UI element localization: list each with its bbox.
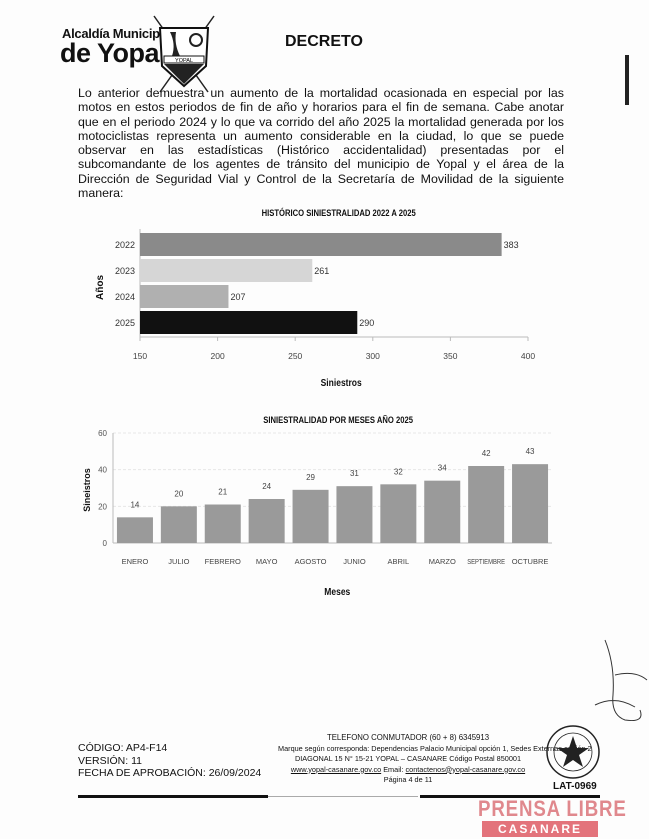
footer-page-number: Página 4 de 11 xyxy=(383,775,433,784)
chart1-tick-label: 250 xyxy=(288,351,302,361)
logo-line1: Alcaldía Municipal xyxy=(62,26,171,41)
body-paragraph: Lo anterior demuestra un aumento de la m… xyxy=(78,86,564,201)
chart2-data-label: 42 xyxy=(482,449,491,458)
shield-text: YOPAL xyxy=(175,58,193,64)
footer-phone: TELEFONO CONMUTADOR (60 + 8) 6345913 xyxy=(326,733,490,742)
chart1-data-label: 290 xyxy=(359,318,374,328)
chart1-tick-label: 400 xyxy=(521,351,535,361)
chart1-bar xyxy=(140,311,358,334)
chart2-category-label: SEPTIEMBRE xyxy=(467,557,505,566)
scan-margin-mark xyxy=(625,55,629,105)
chart2-tick-label: 60 xyxy=(98,429,107,438)
chart1-category-label: 2025 xyxy=(115,318,135,328)
chart2-bar xyxy=(380,484,417,543)
chart2-data-label: 43 xyxy=(526,447,535,456)
chart1-bar xyxy=(140,285,229,308)
footer-approval-date: FECHA DE APROBACIÓN: 26/09/2024 xyxy=(78,767,262,779)
chart1-category-label: 2022 xyxy=(115,240,135,250)
chart2-category-label: AGOSTO xyxy=(295,557,327,566)
chart2-data-label: 21 xyxy=(218,488,227,497)
signature-scribble xyxy=(594,639,648,721)
chart2-bar xyxy=(292,489,329,543)
footer-contact: TELEFONO CONMUTADOR (60 + 8) 6345913 Mar… xyxy=(278,733,592,786)
chart2-data-label: 29 xyxy=(306,473,315,482)
chart2-category-label: ABRIL xyxy=(388,557,410,566)
footer-address: DIAGONAL 15 N° 15-21 YOPAL – CASANARE Có… xyxy=(295,754,521,763)
footer-extensions: Marque según corresponda: Dependencias P… xyxy=(278,743,592,753)
footer-rule-mid xyxy=(268,796,418,797)
chart2-bar xyxy=(248,499,285,543)
chart2-xlabel: Meses xyxy=(324,587,351,598)
certification-seal-icon xyxy=(546,725,600,779)
chart2-category-label: FEBRERO xyxy=(205,557,241,566)
chart2-bar xyxy=(116,517,153,543)
coat-of-arms-icon: YOPAL xyxy=(153,15,215,93)
chart2-data-label: 31 xyxy=(350,469,359,478)
footer-meta: CÓDIGO: AP4-F14 VERSIÓN: 11 FECHA DE APR… xyxy=(78,742,261,780)
chart1-title: HISTÓRICO SINIESTRALIDAD 2022 A 2025 xyxy=(261,208,416,218)
logo-line2: de Yopal xyxy=(60,38,167,68)
chart2-data-label: 32 xyxy=(394,467,403,476)
chart1-tick-label: 300 xyxy=(366,351,380,361)
chart2-bar xyxy=(204,504,241,543)
footer-rule-right xyxy=(420,795,600,798)
chart1-tick-label: 150 xyxy=(133,351,147,361)
chart1-bar xyxy=(140,259,313,282)
chart2-bar xyxy=(424,480,461,543)
footer-email-link[interactable]: contactenos@yopal-casanare.gov.co xyxy=(405,764,526,774)
chart2-data-label: 20 xyxy=(174,489,183,498)
chart1-svg: 383 2022 261 2023 207 2024 290 2025 150 200 250 300… xyxy=(115,229,535,361)
footer-code: CÓDIGO: AP4-F14 xyxy=(78,742,168,754)
watermark-line2: CASANARE xyxy=(482,821,598,837)
chart2-bar xyxy=(160,506,197,543)
chart1-tick-label: 350 xyxy=(443,351,457,361)
chart2-data-label: 14 xyxy=(130,500,139,509)
chart2-category-label: MARZO xyxy=(429,557,456,566)
chart1-data-label: 383 xyxy=(504,240,519,250)
chart1-bar xyxy=(140,233,502,256)
chart2-category-label: MAYO xyxy=(256,557,278,566)
watermark-line1: PRENSA LIBRE xyxy=(478,796,627,821)
chart1-category-label: 2024 xyxy=(115,292,135,302)
footer-website-link[interactable]: www.yopal-casanare.gov.co xyxy=(290,764,382,774)
chart2-data-label: 24 xyxy=(262,482,271,491)
chart2-tick-label: 0 xyxy=(103,539,108,548)
footer-rule-left xyxy=(78,795,268,798)
chart1-tick-label: 200 xyxy=(211,351,225,361)
chart1-xlabel: Siniestros xyxy=(320,378,362,389)
chart2-bar xyxy=(468,466,505,543)
chart1-category-label: 2023 xyxy=(115,266,135,276)
chart2-category-label: ENERO xyxy=(122,557,149,566)
chart2-tick-label: 20 xyxy=(98,502,107,511)
chart2-data-label: 34 xyxy=(438,464,447,473)
footer-version: VERSIÓN: 11 xyxy=(78,754,142,767)
chart2-category-label: OCTUBRE xyxy=(512,557,549,566)
chart2-tick-label: 40 xyxy=(98,466,107,475)
document-title: DECRETO xyxy=(285,33,363,50)
chart2-category-label: JUNIO xyxy=(343,557,366,566)
certification-code: LAT-0969 xyxy=(553,781,597,792)
chart1-data-label: 207 xyxy=(230,292,245,302)
footer-email-label: Email: xyxy=(383,764,404,774)
chart1-data-label: 261 xyxy=(314,266,329,276)
chart2-ylabel: Sineistros xyxy=(81,468,92,512)
chart2-bar xyxy=(512,464,549,543)
chart2-bar xyxy=(336,486,373,543)
chart2-title: SINIESTRALIDAD POR MESES AÑO 2025 xyxy=(263,415,413,425)
chart2-category-label: JULIO xyxy=(168,557,189,566)
chart2-svg: 0 20 40 60 14 ENERO 20 JULIO 21 FEBRERO 24 MAYO 29 AG… xyxy=(98,429,552,566)
